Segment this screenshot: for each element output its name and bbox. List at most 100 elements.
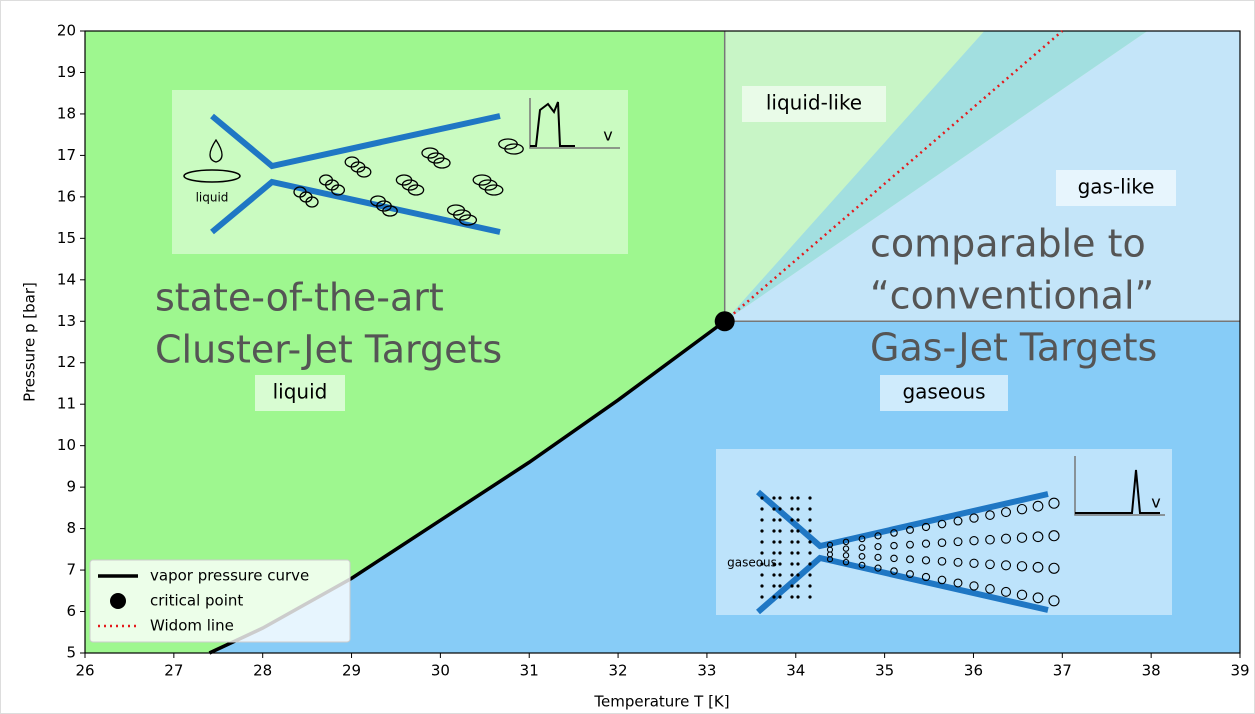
gas-dot: [796, 496, 799, 499]
gas-dot: [808, 573, 811, 576]
x-tick-label: 39: [1230, 662, 1249, 680]
x-tick-label: 32: [609, 662, 628, 680]
x-tick-label: 26: [75, 662, 94, 680]
gas-dot: [772, 529, 775, 532]
inset-label: gaseous: [727, 556, 777, 570]
x-tick-label: 35: [875, 662, 894, 680]
gas-dot: [778, 573, 781, 576]
inset-bg: [172, 90, 628, 254]
gas-dot: [796, 551, 799, 554]
gas-dot: [772, 551, 775, 554]
annotation: gaseous: [902, 380, 985, 404]
gas-dot: [772, 518, 775, 521]
gas-dot: [760, 496, 763, 499]
gas-dot: [796, 595, 799, 598]
y-tick-label: 16: [57, 187, 76, 205]
big-annotation: Cluster-Jet Targets: [155, 328, 502, 372]
inset-axis-label: v: [1151, 493, 1160, 512]
annotation: liquid-like: [766, 91, 862, 115]
x-tick-label: 29: [342, 662, 361, 680]
gas-dot: [808, 496, 811, 499]
chart: liquidvgaseousv 262728293031323334353637…: [0, 0, 1255, 714]
gas-dot: [772, 540, 775, 543]
gas-dot: [790, 551, 793, 554]
y-tick-label: 20: [57, 22, 76, 40]
gas-dot: [808, 562, 811, 565]
x-tick-label: 37: [1053, 662, 1072, 680]
legend-label: Widom line: [150, 617, 234, 635]
y-tick-label: 8: [66, 519, 76, 537]
gas-dot: [790, 595, 793, 598]
y-tick-label: 18: [57, 104, 76, 122]
gas-dot: [808, 507, 811, 510]
y-axis-label: Pressure p [bar]: [21, 282, 39, 402]
y-tick-label: 19: [57, 63, 76, 81]
y-tick-label: 14: [57, 270, 76, 288]
y-tick-label: 6: [66, 602, 76, 620]
gas-dot: [778, 507, 781, 510]
big-annotation: “conventional”: [870, 274, 1154, 318]
gas-dot: [790, 573, 793, 576]
legend-label: vapor pressure curve: [150, 567, 309, 585]
legend-swatch: [110, 593, 126, 609]
gas-dot: [760, 540, 763, 543]
x-tick-label: 34: [786, 662, 805, 680]
gas-dot: [778, 540, 781, 543]
y-tick-label: 15: [57, 229, 76, 247]
y-tick-label: 10: [57, 436, 76, 454]
gas-dot: [790, 507, 793, 510]
y-tick-label: 7: [66, 561, 76, 579]
gas-dot: [772, 584, 775, 587]
x-tick-label: 33: [697, 662, 716, 680]
gas-dot: [808, 540, 811, 543]
gas-dot: [772, 507, 775, 510]
x-tick-label: 31: [520, 662, 539, 680]
x-tick-label: 28: [253, 662, 272, 680]
big-annotation: state-of-the-art: [155, 276, 444, 320]
gas-dot: [808, 584, 811, 587]
gas-dot: [778, 496, 781, 499]
x-axis-label: Temperature T [K]: [593, 693, 729, 711]
x-tick-label: 27: [164, 662, 183, 680]
gas-dot: [790, 518, 793, 521]
x-tick-label: 30: [431, 662, 450, 680]
gas-dot: [790, 562, 793, 565]
gas-dot: [790, 584, 793, 587]
gas-dot: [796, 540, 799, 543]
gas-dot: [778, 518, 781, 521]
y-tick-label: 13: [57, 312, 76, 330]
gas-dot: [790, 529, 793, 532]
gas-dot: [808, 518, 811, 521]
gas-dot: [760, 551, 763, 554]
gas-dot: [796, 518, 799, 521]
y-tick-label: 9: [66, 478, 76, 496]
gas-dot: [772, 573, 775, 576]
critical-point: [715, 311, 735, 331]
gas-dot: [796, 573, 799, 576]
annotation: gas-like: [1078, 175, 1155, 199]
gas-dot: [778, 551, 781, 554]
page: {"chart_data": { "type": "line", "xlabel…: [0, 0, 1255, 714]
gas-dot: [778, 562, 781, 565]
gas-dot: [808, 551, 811, 554]
gas-dot: [790, 496, 793, 499]
gas-dot: [760, 584, 763, 587]
inset-axis-label: v: [603, 126, 612, 145]
gas-dot: [796, 529, 799, 532]
gas-dot: [808, 529, 811, 532]
gas-dot: [808, 595, 811, 598]
gas-dot: [772, 496, 775, 499]
gas-dot: [796, 584, 799, 587]
gas-dot: [778, 584, 781, 587]
gas-dot: [796, 562, 799, 565]
gas-dot: [778, 595, 781, 598]
gas-dot: [760, 573, 763, 576]
y-tick-label: 17: [57, 146, 76, 164]
big-annotation: Gas-Jet Targets: [870, 326, 1157, 370]
gas-dot: [760, 518, 763, 521]
gas-dot: [790, 540, 793, 543]
gas-dot: [778, 529, 781, 532]
y-tick-label: 12: [57, 353, 76, 371]
x-tick-label: 38: [1142, 662, 1161, 680]
inset-label: liquid: [196, 191, 229, 205]
